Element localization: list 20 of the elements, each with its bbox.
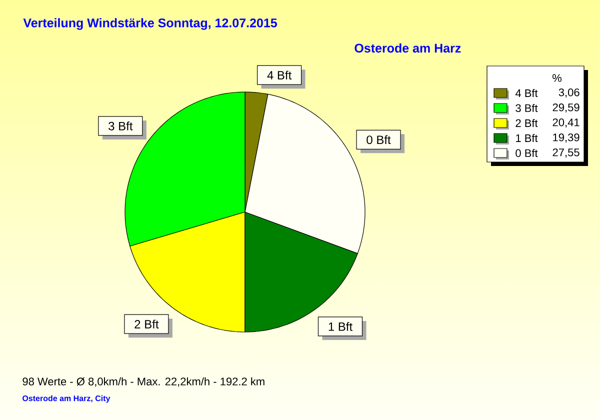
legend-label: 4 Bft	[515, 88, 538, 98]
legend-label: 3 Bft	[516, 104, 538, 112]
data-label: 19,39	[553, 133, 580, 143]
legend-label: 2 Bft	[516, 118, 538, 128]
chart-title: Verteilung Windstärke Sonntag, 12.07.2015	[23, 18, 277, 30]
data-label: 20,41	[552, 118, 580, 128]
slice-label: 1 Bft	[328, 322, 352, 331]
slice-label: 4 Bft	[267, 70, 292, 80]
legend-title: %	[552, 74, 562, 82]
data-label: 27,55	[552, 148, 580, 158]
slice-label: 0 Bft	[366, 135, 391, 144]
legend-label: 0 Bft	[516, 148, 538, 158]
data-label: 3,06	[558, 88, 580, 98]
chart-subtitle: Osterode am Harz	[354, 43, 461, 53]
text: 98 Werte - Ø 8,0km/h - Max. 22,2km/h - 192.2 km	[22, 377, 264, 387]
data-label: 29,59	[552, 103, 580, 113]
legend-label: 1 Bft	[516, 134, 538, 142]
slice-label: 2 Bft	[134, 320, 159, 328]
text: Osterode am Harz, City	[22, 395, 110, 403]
slice-label: 3 Bft	[108, 122, 133, 130]
